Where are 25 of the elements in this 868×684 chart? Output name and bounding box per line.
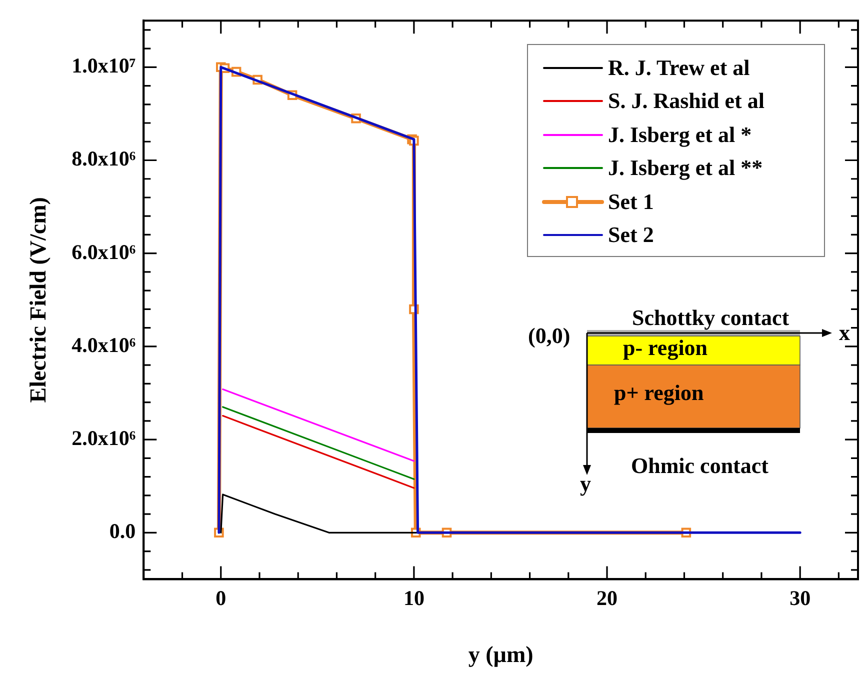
y-tick-label: 0.0: [109, 519, 136, 544]
y-tick-label: 6.0x10⁶: [72, 240, 136, 264]
x-axis-title: y (µm): [468, 642, 534, 668]
annotation: Ohmic contact: [631, 453, 768, 479]
y-axis-title: Electric Field (V/cm): [26, 197, 51, 403]
legend-label: R. J. Trew et al: [608, 54, 750, 81]
y-tick-label: 1.0x10⁷: [72, 54, 136, 78]
annotation: p- region: [623, 335, 708, 361]
annotation: (0,0): [528, 323, 570, 349]
annotation: Schottky contact: [632, 305, 790, 331]
x-tick-label: 30: [790, 586, 811, 610]
legend-label: S. J. Rashid et al: [608, 88, 764, 114]
annotation: x: [839, 320, 850, 346]
x-tick-label: 10: [403, 586, 424, 610]
y-tick-label: 2.0x10⁶: [72, 426, 136, 450]
legend-label: J. Isberg et al **: [608, 155, 763, 182]
legend-label: Set 1: [608, 188, 654, 215]
legend-label: J. Isberg et al *: [608, 122, 752, 148]
x-tick-label: 0: [216, 586, 226, 610]
x-tick-label: 20: [596, 586, 618, 610]
annotation: y: [580, 471, 591, 497]
legend-label: Set 2: [608, 222, 654, 248]
y-tick-label: 4.0x10⁶: [72, 332, 136, 357]
y-tick-label: 8.0x10⁶: [72, 146, 136, 171]
annotation: p+ region: [614, 380, 704, 406]
